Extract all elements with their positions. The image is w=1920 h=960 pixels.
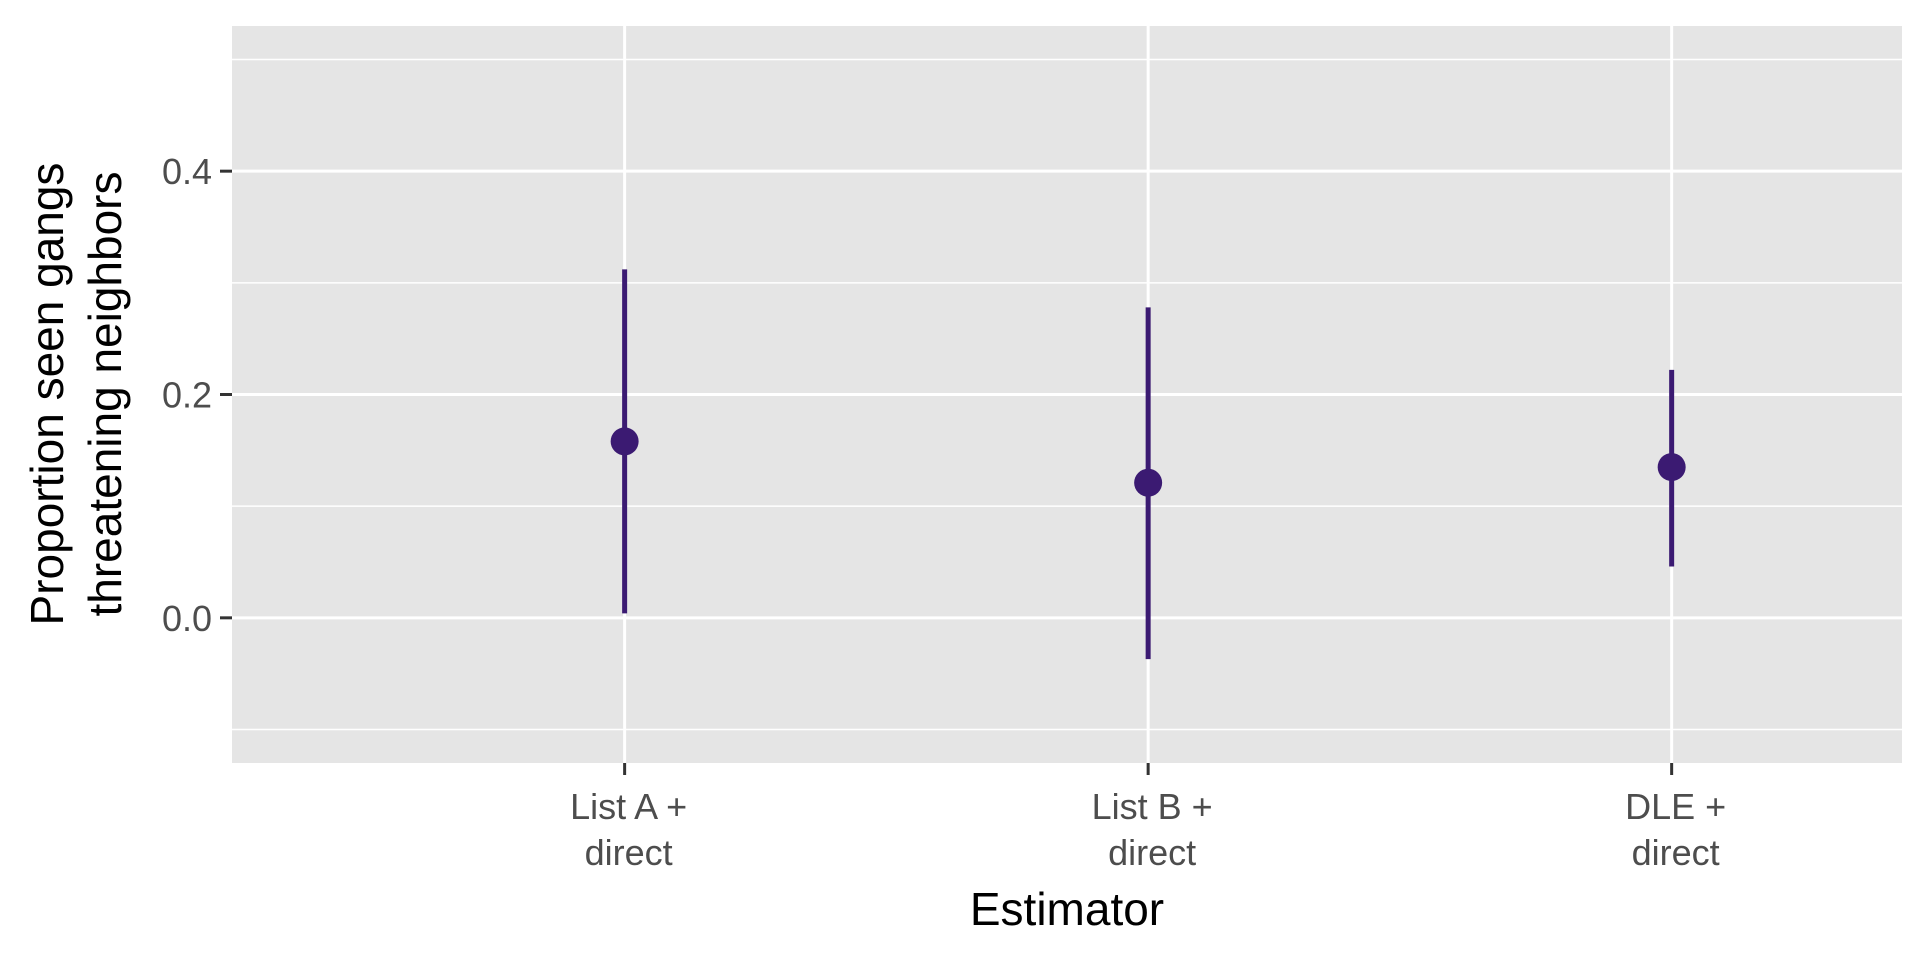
y-axis-title-line-2: threatening neighbors [79,172,131,617]
y-tick-label: 0.0 [162,598,212,639]
x-tick-label: List A + [570,786,687,827]
x-tick-label: List B + [1092,786,1213,827]
y-axis-title-line-1: Proportion seen gangs [21,163,73,626]
y-tick-label: 0.4 [162,151,212,192]
point-estimate [610,427,639,456]
x-tick-label: direct [1108,832,1196,873]
x-tick-label: direct [1632,832,1720,873]
point-estimate [1657,453,1686,482]
data-marks [610,269,1686,660]
x-tick-label: DLE + [1625,786,1726,827]
x-axis-title: Estimator [970,883,1164,935]
point-estimate [1134,468,1163,497]
y-tick-label: 0.2 [162,375,212,416]
x-tick-label: direct [585,832,673,873]
axes: 0.0 0.2 0.4 List A + direct List B + direct DLE… [162,151,1726,873]
